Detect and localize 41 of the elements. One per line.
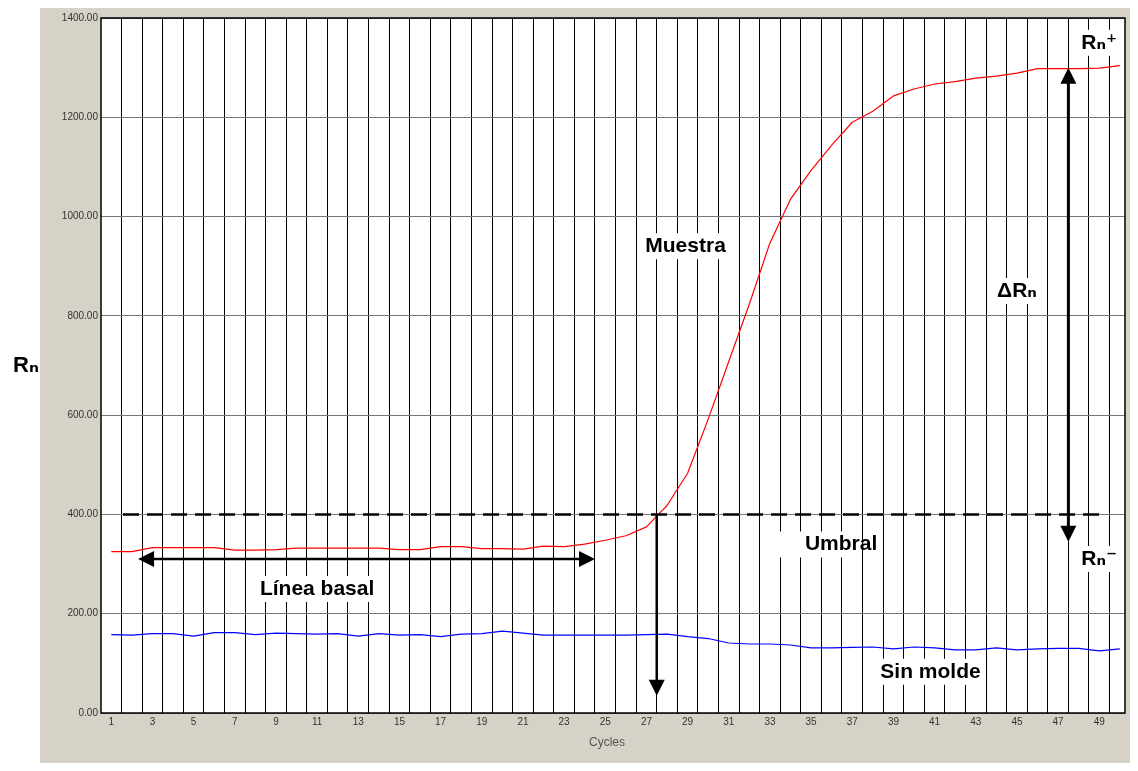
y-tick-label: 1000.00: [61, 210, 99, 222]
x-axis-title: Cycles: [588, 735, 626, 750]
annotation: Rₙ⁺: [1081, 29, 1118, 53]
y-tick-label: 600.00: [67, 408, 99, 420]
x-tick-label: 39: [887, 715, 900, 727]
x-tick-label: 1: [108, 715, 115, 727]
x-tick-label: 15: [393, 715, 406, 727]
series-label: Sin molde: [880, 658, 981, 682]
x-tick-label: 9: [273, 715, 280, 727]
x-tick-label: 13: [352, 715, 365, 727]
x-tick-label: 25: [599, 715, 612, 727]
y-tick-label: 400.00: [67, 508, 99, 520]
x-tick-label: 35: [805, 715, 818, 727]
x-tick-label: 11: [311, 715, 323, 727]
x-tick-label: 31: [723, 715, 735, 727]
x-tick-label: 49: [1093, 715, 1106, 727]
annotation: ΔRₙ: [997, 277, 1037, 301]
series-label: Muestra: [645, 233, 727, 257]
x-tick-label: 5: [190, 715, 197, 727]
y-axis-title: Rₙ: [13, 351, 39, 377]
annotation: Rₙ⁻: [1081, 545, 1118, 569]
x-tick-label: 19: [476, 715, 488, 727]
y-tick-label: 1200.00: [61, 111, 99, 123]
y-tick-label: 800.00: [67, 309, 99, 321]
x-tick-label: 37: [846, 715, 859, 727]
x-tick-label: 41: [929, 715, 941, 727]
y-tick-label: 0.00: [78, 706, 99, 718]
x-tick-label: 47: [1052, 715, 1065, 727]
y-tick-label: 200.00: [67, 607, 99, 619]
x-tick-label: 27: [640, 715, 653, 727]
annotation: Línea basal: [259, 575, 375, 599]
x-tick-label: 7: [232, 715, 239, 727]
x-tick-label: 29: [682, 715, 694, 727]
x-tick-label: 33: [764, 715, 776, 727]
x-tick-label: 45: [1011, 715, 1023, 727]
x-tick-label: 17: [435, 715, 447, 727]
x-tick-label: 3: [149, 715, 156, 727]
x-tick-label: 21: [517, 715, 529, 727]
y-tick-label: 1400.00: [61, 11, 99, 23]
x-tick-label: 23: [558, 715, 571, 727]
x-tick-label: 43: [970, 715, 982, 727]
